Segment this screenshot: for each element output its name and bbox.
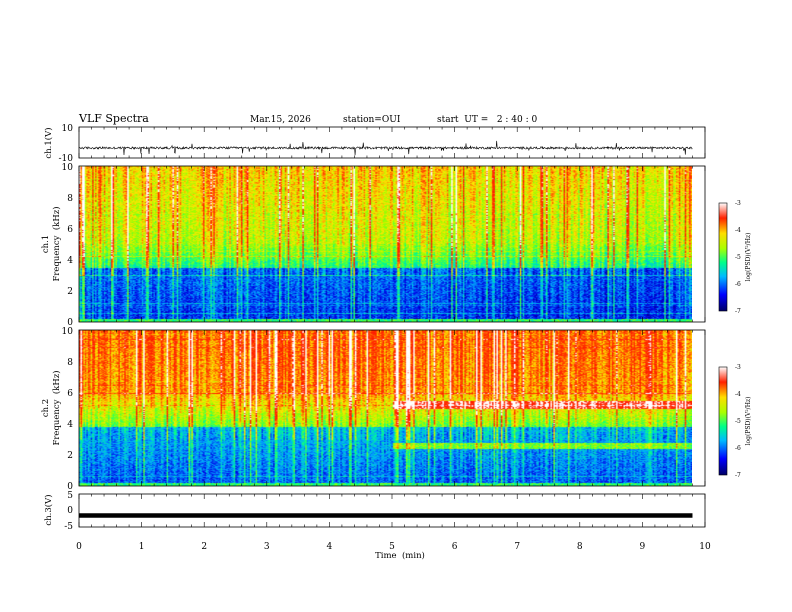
time-tick-3: 3 — [264, 542, 270, 552]
ch2-freq-tick-4: 4 — [67, 420, 73, 430]
ch3-ytick-mid: 0 — [67, 506, 73, 516]
ch1-spectrogram-ylabel-channel: ch.1 — [41, 235, 51, 253]
time-tick-8: 8 — [577, 542, 583, 552]
ch2-freq-tick-8: 8 — [67, 358, 73, 368]
time-tick-10: 10 — [699, 542, 711, 552]
ch2-spectrogram-ylabel-frequency: Frequency (kHz) — [51, 370, 62, 445]
ch2-freq-tick-0: 0 — [67, 482, 73, 492]
ch3-waveform-ylabel: ch.3(V) — [43, 494, 54, 525]
panel-tick-marks — [78, 127, 706, 527]
ch1-colorbar: -3 -4 -5 -6 -7 log(PSD)(V²/Hz) — [718, 200, 752, 315]
time-tick-4: 4 — [327, 542, 333, 552]
ch1-ytick-bottom: -10 — [59, 154, 74, 164]
ch2-colorbar: -3 -4 -5 -6 -7 log(PSD)(V²/Hz) — [718, 364, 752, 479]
ch1-colorbar-tick--6: -6 — [735, 281, 741, 288]
ch1-spectrogram-ylabel-frequency: Frequency (kHz) — [51, 206, 62, 281]
time-tick-7: 7 — [514, 542, 520, 552]
time-tick-2: 2 — [201, 542, 207, 552]
time-tick-9: 9 — [640, 542, 646, 552]
ch1-spectrogram-panel: 0 2 4 6 8 10 ch.1 Frequency (kHz) -3 -4 … — [41, 163, 752, 328]
ch2-colorbar-tick--6: -6 — [735, 445, 741, 452]
ch3-waveform-panel: 5 0 -5 ch.3(V) — [43, 491, 706, 532]
ch1-colorbar-tick--3: -3 — [735, 200, 741, 207]
time-axis-labels: 0 1 2 3 4 5 6 7 8 9 10 Time (min) — [76, 542, 711, 561]
ch3-ytick-top: 5 — [67, 491, 73, 501]
time-tick-5: 5 — [389, 542, 395, 552]
ch3-ytick-bottom: -5 — [64, 522, 73, 532]
ch2-spectrogram-image — [79, 330, 692, 486]
ch1-colorbar-tick--5: -5 — [735, 254, 741, 261]
ch2-colorbar-tick--5: -5 — [735, 418, 741, 425]
station-label: station=OUI — [343, 115, 401, 125]
ch1-colorbar-tick--4: -4 — [735, 227, 741, 234]
ch1-waveform-ylabel: ch.1(V) — [43, 127, 54, 158]
ch1-colorbar-tick--7: -7 — [735, 308, 741, 315]
time-tick-1: 1 — [139, 542, 145, 552]
ch2-colorbar-tick--7: -7 — [735, 472, 741, 479]
ch1-freq-tick-0: 0 — [67, 318, 73, 328]
ch2-colorbar-tick--3: -3 — [735, 364, 741, 371]
ch1-freq-tick-10: 10 — [62, 163, 74, 173]
ch2-freq-tick-6: 6 — [67, 389, 73, 399]
time-tick-0: 0 — [76, 542, 82, 552]
ch1-waveform-panel: 10 -10 ch.1(V) — [43, 124, 706, 164]
ch1-freq-tick-4: 4 — [67, 256, 73, 266]
time-tick-6: 6 — [452, 542, 458, 552]
date-label: Mar.15, 2026 — [250, 115, 311, 125]
ch2-colorbar-label: log(PSD)(V²/Hz) — [745, 397, 752, 446]
ch1-waveform-trace — [78, 140, 693, 156]
ch1-freq-tick-6: 6 — [67, 225, 73, 235]
time-axis-label: Time (min) — [375, 550, 425, 561]
ch1-colorbar-scale — [718, 202, 728, 312]
ch1-ytick-top: 10 — [62, 124, 74, 134]
ch1-freq-tick-8: 8 — [67, 194, 73, 204]
ch2-freq-tick-10: 10 — [62, 327, 74, 337]
ch2-colorbar-scale — [718, 366, 728, 476]
figure-title: VLF Spectra — [78, 112, 149, 125]
ch2-spectrogram-ylabel-channel: ch.2 — [41, 399, 51, 417]
ch2-freq-tick-2: 2 — [67, 451, 73, 461]
ch1-freq-tick-2: 2 — [67, 287, 73, 297]
ch2-colorbar-tick--4: -4 — [735, 391, 741, 398]
ch2-spectrogram-panel: 0 2 4 6 8 10 ch.2 Frequency (kHz) -3 -4 … — [41, 327, 752, 492]
ch1-colorbar-label: log(PSD)(V²/Hz) — [745, 233, 752, 282]
start-time-label: start UT = 2 : 40 : 0 — [437, 115, 538, 125]
ch1-spectrogram-image — [79, 166, 692, 322]
